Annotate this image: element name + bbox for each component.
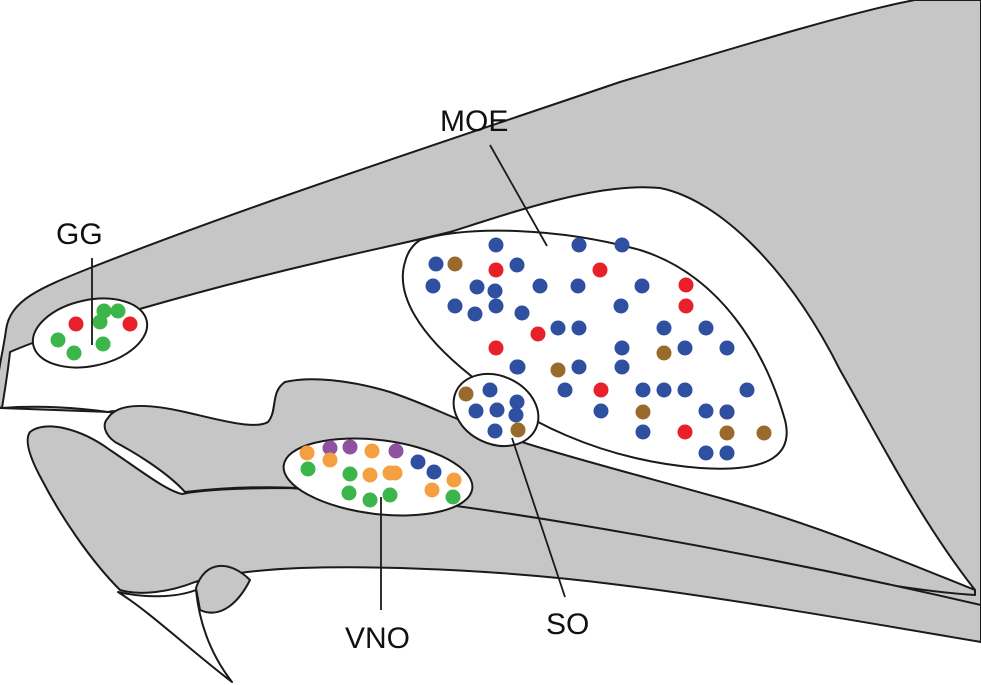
vno-cell-green xyxy=(300,461,316,477)
moe-cell-blue xyxy=(593,403,609,419)
gg-cell-green xyxy=(95,336,111,352)
vno-cell-orange xyxy=(322,452,338,468)
moe-cell-red xyxy=(592,262,608,278)
moe-cell-blue xyxy=(514,305,530,321)
moe-cell-brown xyxy=(550,362,566,378)
moe-cell-blue xyxy=(698,403,714,419)
moe-cell-blue xyxy=(634,278,650,294)
vno-cell-green xyxy=(382,487,398,503)
moe-cell-blue xyxy=(557,382,573,398)
so-cell-blue xyxy=(468,403,484,419)
moe-cell-blue xyxy=(510,359,526,375)
moe-cell-blue xyxy=(719,404,735,420)
moe-cell-blue xyxy=(550,320,566,336)
vno-cell-orange xyxy=(382,465,398,481)
vno-cell-purple xyxy=(388,443,404,459)
vno-cell-orange xyxy=(364,443,380,459)
gg-cells xyxy=(50,303,138,361)
moe-cell-blue xyxy=(698,320,714,336)
vno-cell-orange xyxy=(446,472,462,488)
moe-cell-red xyxy=(488,262,504,278)
moe-cell-blue xyxy=(656,320,672,336)
vno-cell-orange xyxy=(424,482,440,498)
so-cell-brown xyxy=(510,422,526,438)
moe-cell-blue xyxy=(614,359,630,375)
so-leader-line xyxy=(511,437,566,598)
lower-jaw-tissue xyxy=(26,425,981,643)
vno-cells xyxy=(299,439,462,508)
moe-cell-blue xyxy=(488,237,504,253)
moe-cell-blue xyxy=(488,298,504,314)
moe-cell-blue xyxy=(677,340,693,356)
gg-cell-red xyxy=(68,316,84,332)
vno-cell-blue xyxy=(410,454,426,470)
gg-cell-red xyxy=(122,316,138,332)
so-cells xyxy=(458,382,526,439)
moe-cell-brown xyxy=(756,425,772,441)
moe-cell-blue xyxy=(571,359,587,375)
moe-cell-blue xyxy=(635,382,651,398)
moe-cells xyxy=(425,237,772,461)
moe-cell-blue xyxy=(719,445,735,461)
moe-cell-blue xyxy=(677,382,693,398)
moe-cell-blue xyxy=(613,298,629,314)
moe-cell-blue xyxy=(614,237,630,253)
so-cell-blue xyxy=(489,402,505,418)
so-cell-blue xyxy=(482,382,498,398)
moe-cell-blue xyxy=(487,283,503,299)
moe-cell-brown xyxy=(635,404,651,420)
so-cell-blue xyxy=(508,407,524,423)
moe-cell-blue xyxy=(614,340,630,356)
moe-cell-blue xyxy=(467,306,483,322)
so-label: SO xyxy=(546,608,589,641)
lower-incisor xyxy=(195,565,251,614)
vno-cell-orange xyxy=(362,467,378,483)
moe-cell-blue xyxy=(571,320,587,336)
vno-cell-green xyxy=(342,466,358,482)
vno-cell-orange xyxy=(299,445,315,461)
moe-cell-blue xyxy=(739,382,755,398)
moe-cell-blue xyxy=(425,278,441,294)
vno-cell-green xyxy=(362,492,378,508)
vno-label: VNO xyxy=(345,622,410,655)
so-cell-blue xyxy=(487,423,503,439)
gg-cell-green xyxy=(50,332,66,348)
upper-incisor xyxy=(117,589,233,683)
moe-cell-red xyxy=(678,277,694,293)
moe-cell-blue xyxy=(428,256,444,272)
vno-cell-blue xyxy=(426,464,442,480)
gg-label: GG xyxy=(56,218,103,251)
moe-cell-blue xyxy=(570,278,586,294)
moe-cell-red xyxy=(488,340,504,356)
moe-cell-red xyxy=(677,424,693,440)
moe-cell-blue xyxy=(469,279,485,295)
moe-cell-blue xyxy=(719,340,735,356)
moe-cell-red xyxy=(593,382,609,398)
moe-cell-blue xyxy=(656,382,672,398)
vno-cell-green xyxy=(445,489,461,505)
moe-leader-line xyxy=(489,144,548,247)
moe-cell-brown xyxy=(447,256,463,272)
gg-cell-green xyxy=(66,345,82,361)
vno-cell-green xyxy=(341,485,357,501)
moe-cell-red xyxy=(678,298,694,314)
moe-cell-blue xyxy=(571,237,587,253)
moe-cell-blue xyxy=(532,278,548,294)
gg-cell-green xyxy=(96,303,112,319)
moe-cell-blue xyxy=(698,445,714,461)
moe-cell-brown xyxy=(719,425,735,441)
gg-cell-green xyxy=(110,303,126,319)
moe-cell-red xyxy=(530,326,546,342)
moe-cell-blue xyxy=(635,424,651,440)
moe-label: MOE xyxy=(440,105,508,138)
moe-cell-blue xyxy=(509,257,525,273)
moe-cell-blue xyxy=(447,298,463,314)
so-cell-brown xyxy=(458,386,474,402)
vno-cell-purple xyxy=(342,439,358,455)
moe-cell-brown xyxy=(656,345,672,361)
vno-cell-purple xyxy=(322,440,338,456)
so-cell-blue xyxy=(509,394,525,410)
